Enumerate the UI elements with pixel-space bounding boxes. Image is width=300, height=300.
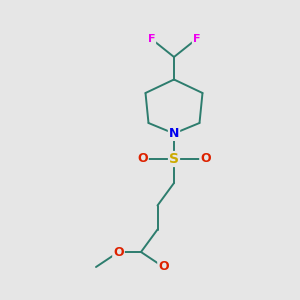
Text: O: O xyxy=(137,152,148,166)
Text: F: F xyxy=(193,34,200,44)
Text: O: O xyxy=(113,245,124,259)
Text: F: F xyxy=(148,34,155,44)
Text: O: O xyxy=(158,260,169,274)
Text: O: O xyxy=(200,152,211,166)
Text: S: S xyxy=(169,152,179,166)
Text: N: N xyxy=(169,127,179,140)
